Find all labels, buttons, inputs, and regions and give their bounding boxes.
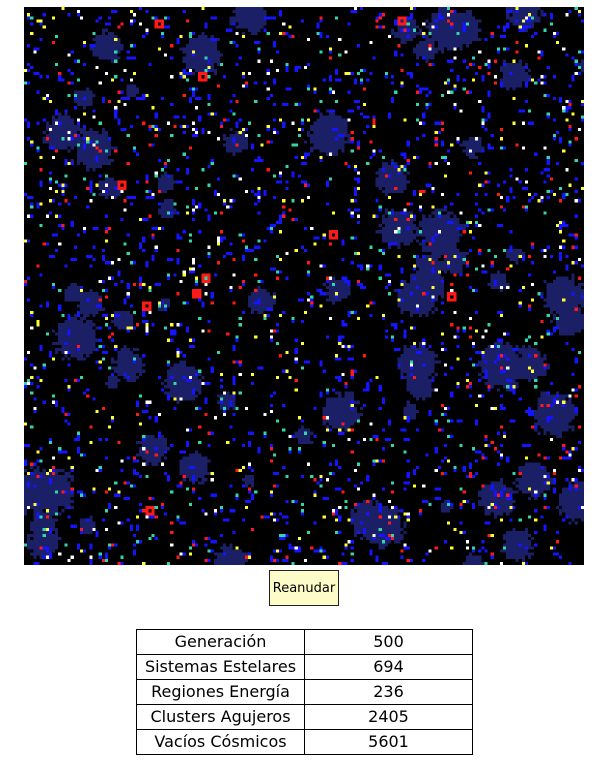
stats-row-energy-regions: Regiones Energía 236 — [136, 679, 473, 705]
stat-value: 694 — [304, 654, 473, 680]
stats-row-star-systems: Sistemas Estelares 694 — [136, 654, 473, 680]
stat-label: Vacíos Cósmicos — [136, 729, 305, 755]
stats-row-generation: Generación 500 — [136, 629, 473, 655]
stat-label: Generación — [136, 629, 305, 655]
stat-label: Sistemas Estelares — [136, 654, 305, 680]
stat-label: Regiones Energía — [136, 679, 305, 705]
stats-table: Generación 500 Sistemas Estelares 694 Re… — [136, 629, 473, 755]
resume-button[interactable]: Reanudar — [269, 570, 339, 606]
stat-value: 2405 — [304, 704, 473, 730]
stat-value: 500 — [304, 629, 473, 655]
stat-label: Clusters Agujeros — [136, 704, 305, 730]
stats-row-cosmic-voids: Vacíos Cósmicos 5601 — [136, 729, 473, 755]
stat-value: 5601 — [304, 729, 473, 755]
cosmic-grid-canvas[interactable] — [24, 7, 584, 565]
stats-row-black-hole-clusters: Clusters Agujeros 2405 — [136, 704, 473, 730]
stat-value: 236 — [304, 679, 473, 705]
